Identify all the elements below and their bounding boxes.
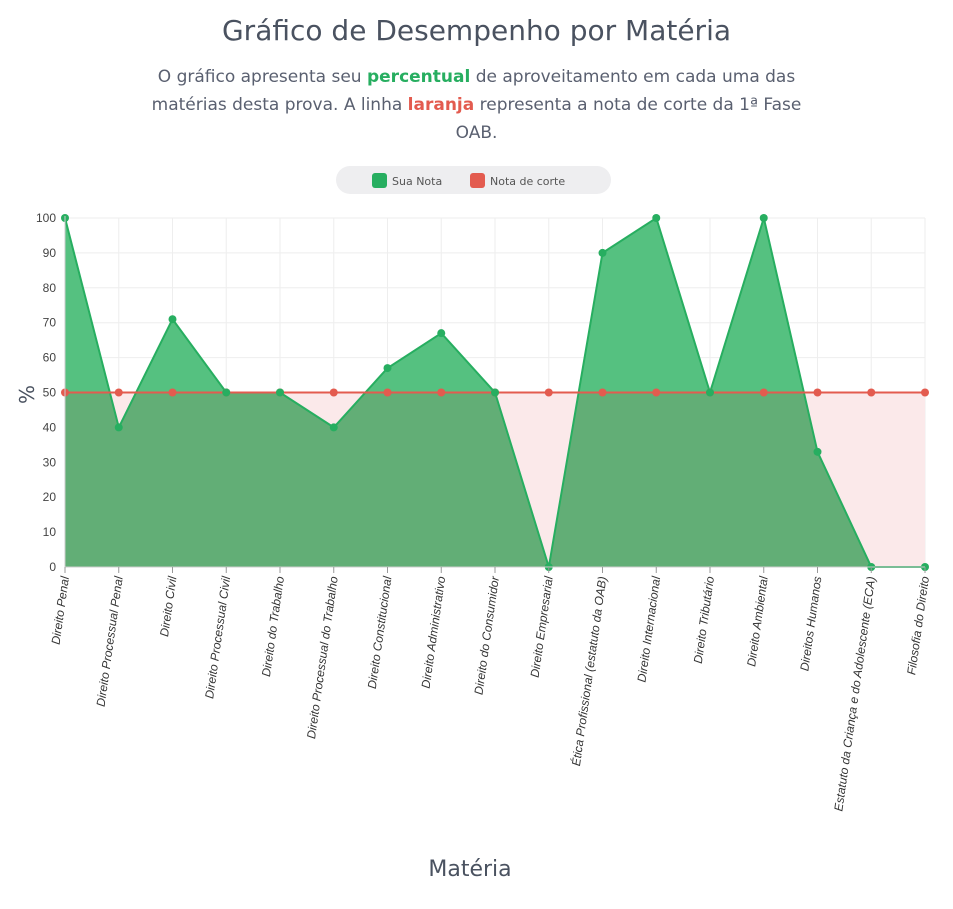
- x-tick-label: Direito Penal: [49, 575, 72, 645]
- sua-nota-point: [114, 423, 123, 432]
- nota-de-corte-point: [813, 388, 822, 397]
- overlap-area: [65, 392, 925, 567]
- y-tick-label: 0: [49, 560, 56, 574]
- y-axis-title: %: [15, 385, 39, 404]
- nota-de-corte-point: [329, 388, 338, 397]
- nota-de-corte-point: [652, 388, 661, 397]
- y-tick-label: 10: [43, 525, 57, 539]
- legend-swatch-sua-nota: [372, 173, 387, 188]
- sua-nota-point: [168, 315, 177, 324]
- sua-nota-point: [491, 388, 499, 397]
- subtitle-text-2: de aproveitamento em cada uma das matéri…: [151, 67, 796, 115]
- x-tick-label: Direito Tributário: [691, 575, 717, 664]
- x-tick-label: Filosofia do Direito: [904, 575, 932, 676]
- nota-de-corte-point: [544, 388, 553, 397]
- x-tick-label: Direito Civil: [157, 575, 179, 637]
- sua-nota-point: [813, 447, 822, 456]
- chart-subtitle: O gráfico apresenta seu percentual de ap…: [150, 63, 803, 147]
- y-tick-label: 20: [43, 490, 57, 504]
- y-tick-label: 70: [43, 316, 57, 330]
- sua-nota-point: [437, 329, 446, 338]
- nota-de-corte-point: [759, 388, 768, 397]
- subtitle-highlight-laranja: laranja: [407, 95, 475, 115]
- x-tick-label: Direito Processual Civil: [202, 575, 233, 699]
- x-tick-label: Estatuto da Criança e do Adolescente (EC…: [831, 575, 878, 812]
- y-tick-label: 80: [43, 281, 57, 295]
- x-tick-label: Direitos Humanos: [797, 575, 824, 671]
- legend-label-nota-de-corte: Nota de corte: [490, 175, 565, 188]
- x-tick-label: Direito Constitucional: [365, 575, 395, 690]
- x-tick-label: Ética Profissional (estatuto da OAB): [568, 575, 609, 767]
- sua-nota-point: [759, 214, 768, 222]
- legend-label-sua-nota: Sua Nota: [392, 175, 442, 188]
- y-tick-label: 50: [43, 386, 57, 400]
- sua-nota-point: [598, 248, 607, 257]
- x-tick-label: Direito do Trabalho: [259, 575, 287, 677]
- x-axis-title: Matéria: [428, 857, 511, 882]
- nota-de-corte-point: [921, 388, 929, 397]
- legend-swatch-nota-de-corte: [470, 173, 485, 188]
- y-tick-label: 100: [36, 211, 56, 225]
- sua-nota-point: [706, 388, 714, 397]
- x-tick-label: Direito Processual do Trabalho: [304, 575, 341, 740]
- nota-de-corte-point: [114, 388, 123, 397]
- x-tick-label: Direito Internacional: [635, 575, 664, 683]
- x-tick-label: Direito Empresarial: [528, 575, 556, 678]
- nota-de-corte-point: [867, 388, 876, 397]
- subtitle-text-3: representa a nota de corte da 1ª Fase OA…: [455, 95, 802, 143]
- sua-nota-point: [652, 214, 661, 222]
- x-tick-label: Direito Administrativo: [419, 575, 449, 689]
- y-tick-label: 90: [43, 246, 57, 260]
- sua-nota-point: [276, 388, 284, 397]
- sua-nota-point: [222, 388, 231, 397]
- subtitle-text-1: O gráfico apresenta seu: [157, 67, 367, 87]
- sua-nota-point: [383, 364, 392, 373]
- y-tick-label: 40: [43, 420, 57, 434]
- subtitle-highlight-percentual: percentual: [366, 67, 471, 87]
- chart-title: Gráfico de Desempenho por Matéria: [221, 14, 732, 47]
- nota-de-corte-point: [383, 388, 392, 397]
- nota-de-corte-point: [437, 388, 446, 397]
- x-tick-label: Direito do Consumidor: [471, 574, 502, 695]
- y-tick-label: 60: [43, 351, 57, 365]
- y-tick-label: 30: [43, 455, 57, 469]
- x-tick-label: Direito Processual Penal: [94, 575, 126, 707]
- x-tick-label: Direito Ambiental: [744, 575, 771, 667]
- nota-de-corte-point: [168, 388, 177, 397]
- sua-nota-point: [329, 423, 338, 432]
- legend: Sua Nota Nota de corte: [336, 166, 611, 194]
- nota-de-corte-point: [598, 388, 607, 397]
